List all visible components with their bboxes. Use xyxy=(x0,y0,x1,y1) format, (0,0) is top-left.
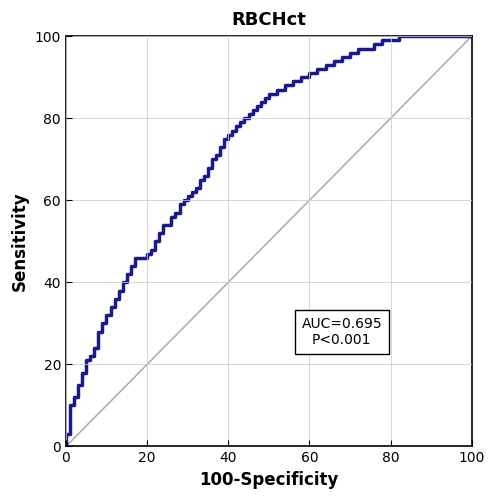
Y-axis label: Sensitivity: Sensitivity xyxy=(11,192,29,291)
Text: AUC=0.695
P<0.001: AUC=0.695 P<0.001 xyxy=(302,316,382,346)
Title: RBCHct: RBCHct xyxy=(231,11,306,29)
X-axis label: 100-Specificity: 100-Specificity xyxy=(199,471,338,489)
